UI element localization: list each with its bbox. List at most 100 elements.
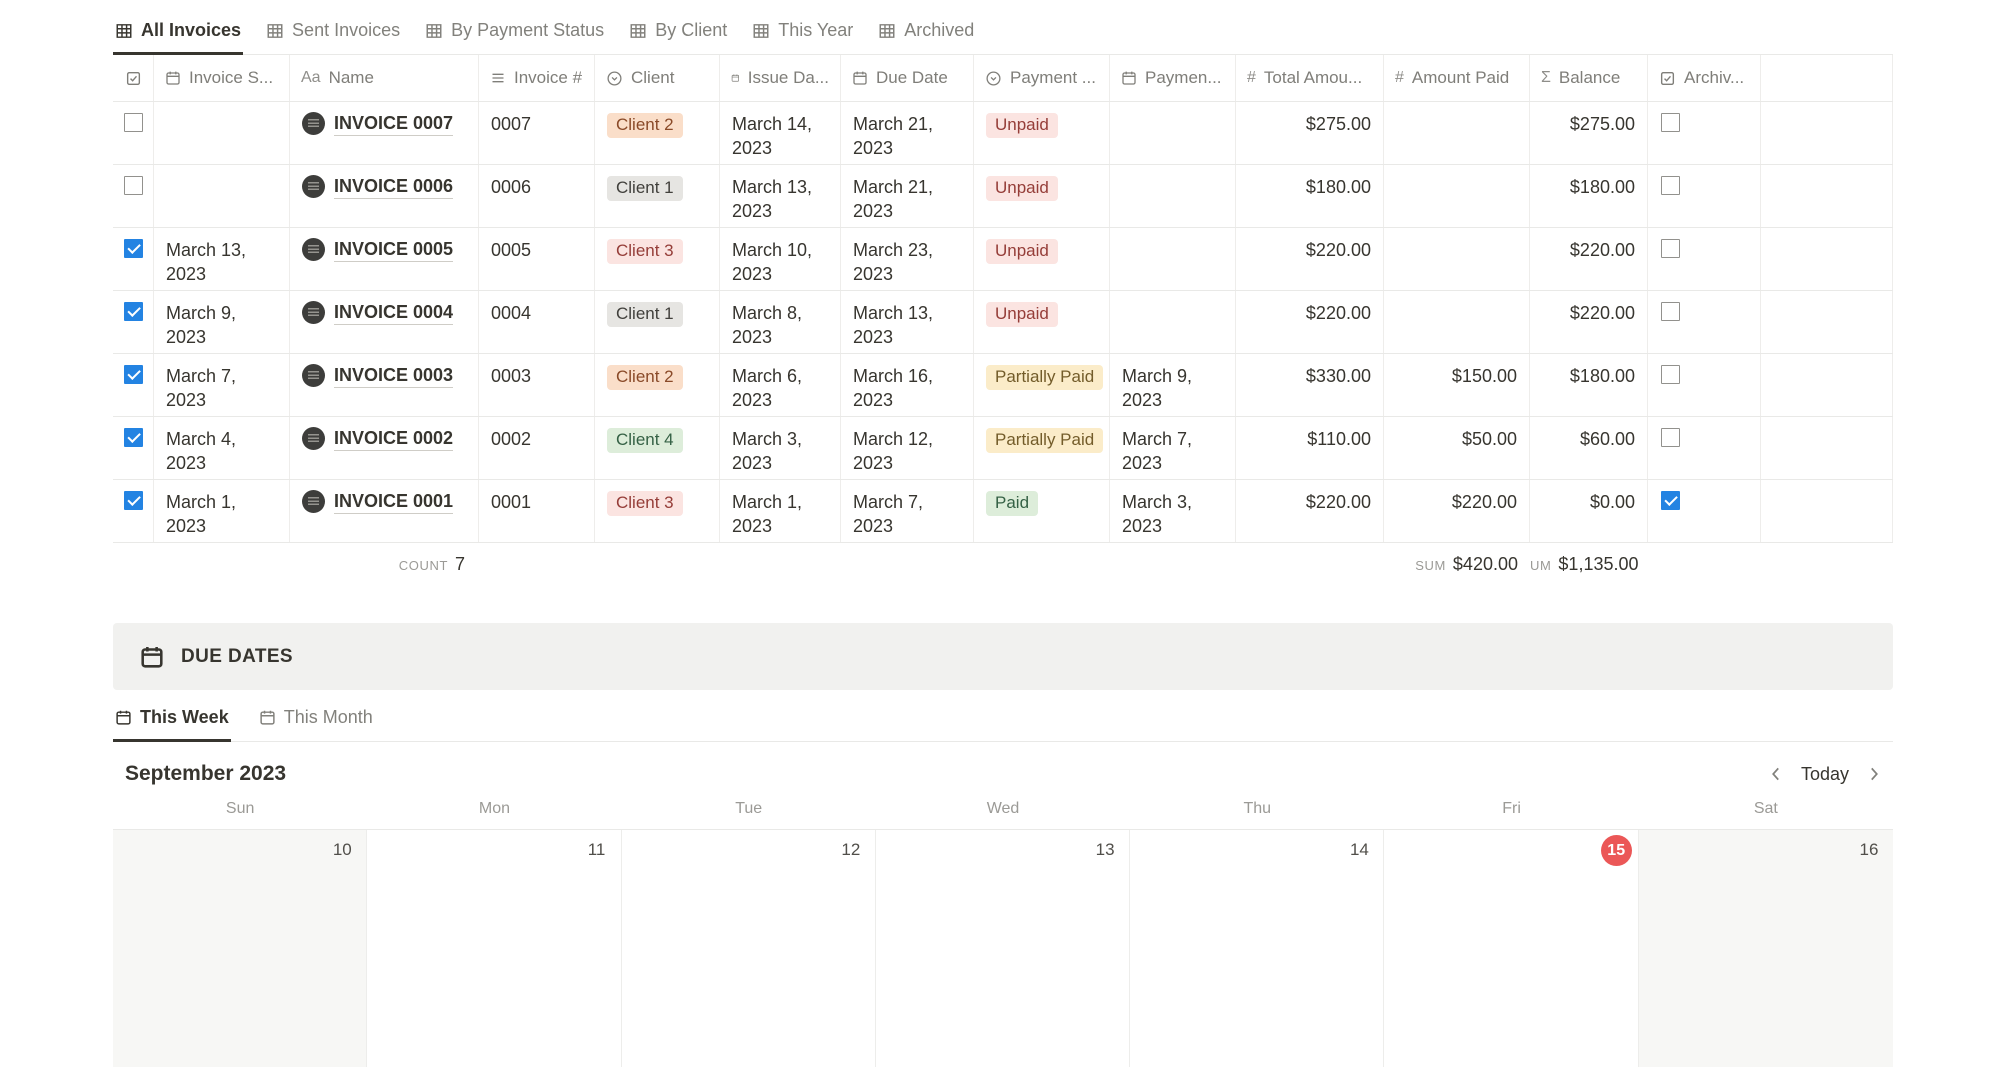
row-select-cell[interactable] [113,480,154,542]
total-amount-cell[interactable]: $330.00 [1236,354,1384,416]
balance-cell[interactable]: $275.00 [1530,102,1648,164]
column-header-balance[interactable]: Σ Balance [1530,55,1648,101]
row-select-cell[interactable] [113,354,154,416]
balance-cell[interactable]: $0.00 [1530,480,1648,542]
amount-paid-cell[interactable]: $220.00 [1384,480,1530,542]
row-count[interactable]: COUNT 7 [290,554,479,575]
archived-checkbox[interactable] [1661,491,1680,510]
payment-status-cell[interactable]: Unpaid [974,102,1110,164]
invoice-number-cell[interactable]: 0007 [479,102,595,164]
archived-checkbox[interactable] [1661,365,1680,384]
invoice-sent-cell[interactable] [154,165,290,227]
invoice-number-cell[interactable]: 0003 [479,354,595,416]
invoice-name-link[interactable]: INVOICE 0007 [334,112,454,136]
payment-date-cell[interactable]: March 9, 2023 [1110,354,1236,416]
payment-date-cell[interactable] [1110,228,1236,290]
payment-date-cell[interactable] [1110,102,1236,164]
prev-week-button[interactable] [1767,765,1785,783]
row-checkbox[interactable] [123,113,143,132]
row-select-cell[interactable] [113,291,154,353]
balance-sum[interactable]: UM $1,135.00 [1530,554,1648,575]
archived-cell[interactable] [1648,228,1761,290]
payment-date-cell[interactable] [1110,165,1236,227]
calendar-day-cell[interactable]: 14 [1130,830,1385,1067]
invoice-name-link[interactable]: INVOICE 0003 [334,364,454,388]
due-date-cell[interactable]: March 12, 2023 [841,417,974,479]
tab-all-invoices[interactable]: All Invoices [113,16,244,55]
column-header-select-all[interactable] [113,55,154,101]
payment-status-cell[interactable]: Partially Paid [974,417,1110,479]
total-amount-cell[interactable]: $220.00 [1236,228,1384,290]
amount-paid-cell[interactable]: $150.00 [1384,354,1530,416]
payment-status-cell[interactable]: Unpaid [974,165,1110,227]
payment-date-cell[interactable]: March 7, 2023 [1110,417,1236,479]
calendar-day-cell[interactable]: 11 [367,830,622,1067]
amount-paid-cell[interactable] [1384,228,1530,290]
name-cell[interactable]: INVOICE 0003 [290,354,479,416]
row-select-cell[interactable] [113,228,154,290]
name-cell[interactable]: INVOICE 0005 [290,228,479,290]
balance-cell[interactable]: $220.00 [1530,228,1648,290]
calendar-day-cell-today[interactable]: 15 [1384,830,1639,1067]
total-amount-cell[interactable]: $275.00 [1236,102,1384,164]
archived-checkbox[interactable] [1661,428,1680,447]
column-header-due-date[interactable]: Due Date [841,55,974,101]
invoice-sent-cell[interactable]: March 7, 2023 [154,354,290,416]
invoice-sent-cell[interactable] [154,102,290,164]
tab-this-month[interactable]: This Month [257,701,375,742]
calendar-day-cell[interactable]: 16 [1638,830,1893,1067]
amount-paid-cell[interactable]: $50.00 [1384,417,1530,479]
name-cell[interactable]: INVOICE 0001 [290,480,479,542]
archived-checkbox[interactable] [1661,239,1680,258]
invoice-number-cell[interactable]: 0005 [479,228,595,290]
invoice-number-cell[interactable]: 0001 [479,480,595,542]
archived-cell[interactable] [1648,417,1761,479]
name-cell[interactable]: INVOICE 0006 [290,165,479,227]
invoice-name-link[interactable]: INVOICE 0002 [334,427,454,451]
archived-cell[interactable] [1648,165,1761,227]
total-amount-cell[interactable]: $110.00 [1236,417,1384,479]
issue-date-cell[interactable]: March 8, 2023 [720,291,841,353]
client-cell[interactable]: Client 2 [595,354,720,416]
issue-date-cell[interactable]: March 13, 2023 [720,165,841,227]
due-date-cell[interactable]: March 21, 2023 [841,102,974,164]
tab-this-week[interactable]: This Week [113,701,231,742]
column-header-total-amount[interactable]: # Total Amou... [1236,55,1384,101]
invoice-number-cell[interactable]: 0004 [479,291,595,353]
row-checkbox[interactable] [123,176,143,195]
issue-date-cell[interactable]: March 10, 2023 [720,228,841,290]
client-cell[interactable]: Client 3 [595,228,720,290]
column-header-issue-date[interactable]: Issue Da... [720,55,841,101]
archived-checkbox[interactable] [1661,302,1680,321]
name-cell[interactable]: INVOICE 0002 [290,417,479,479]
amount-paid-cell[interactable] [1384,165,1530,227]
total-amount-cell[interactable]: $220.00 [1236,291,1384,353]
total-amount-cell[interactable]: $180.00 [1236,165,1384,227]
due-date-cell[interactable]: March 21, 2023 [841,165,974,227]
invoice-name-link[interactable]: INVOICE 0006 [334,175,454,199]
column-header-name[interactable]: Aa Name [290,55,479,101]
issue-date-cell[interactable]: March 1, 2023 [720,480,841,542]
calendar-day-cell[interactable]: 13 [876,830,1131,1067]
invoice-sent-cell[interactable]: March 9, 2023 [154,291,290,353]
row-checkbox[interactable] [123,365,143,384]
row-checkbox[interactable] [123,239,143,258]
row-checkbox[interactable] [123,491,143,510]
payment-status-cell[interactable]: Partially Paid [974,354,1110,416]
name-cell[interactable]: INVOICE 0007 [290,102,479,164]
balance-cell[interactable]: $60.00 [1530,417,1648,479]
payment-status-cell[interactable]: Unpaid [974,291,1110,353]
amount-paid-sum[interactable]: SUM $420.00 [1384,554,1530,575]
invoice-number-cell[interactable]: 0006 [479,165,595,227]
client-cell[interactable]: Client 4 [595,417,720,479]
invoice-sent-cell[interactable]: March 1, 2023 [154,480,290,542]
due-date-cell[interactable]: March 13, 2023 [841,291,974,353]
column-header-payment-status[interactable]: Payment ... [974,55,1110,101]
archived-cell[interactable] [1648,291,1761,353]
column-header-invoice-sent[interactable]: Invoice S... [154,55,290,101]
column-header-archived[interactable]: Archiv... [1648,55,1761,101]
archived-cell[interactable] [1648,480,1761,542]
archived-checkbox[interactable] [1661,113,1680,132]
client-cell[interactable]: Client 1 [595,165,720,227]
issue-date-cell[interactable]: March 6, 2023 [720,354,841,416]
